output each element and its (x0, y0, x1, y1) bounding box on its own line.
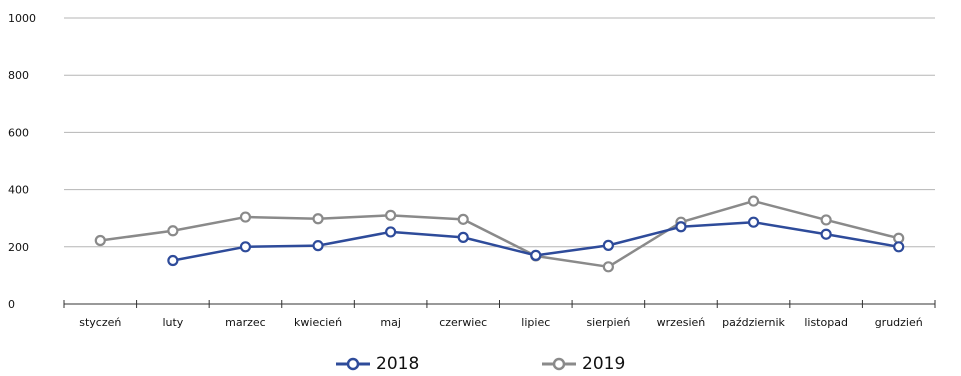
series-line-2019 (100, 199, 900, 269)
x-tick-label: październik (722, 316, 785, 329)
legend-label-2018: 2018 (376, 354, 420, 374)
y-tick-label: 400 (8, 184, 29, 197)
x-axis: styczeń luty marzec kwiecień maj czerwiec lipi… (63, 300, 936, 329)
data-point-2018 (167, 254, 179, 267)
y-tick-label: 0 (8, 298, 15, 311)
y-axis: 0 200 400 600 800 1000 (8, 12, 36, 311)
x-tick-label: marzec (225, 316, 266, 329)
y-tick-label: 800 (8, 69, 29, 82)
data-point-2019 (457, 213, 469, 225)
x-tick-label: kwiecień (294, 316, 342, 329)
x-tick-label: listopad (804, 316, 848, 329)
x-tick-label: maj (380, 316, 401, 329)
legend-item-2018: 2018 (336, 352, 419, 376)
data-point-2018 (675, 221, 687, 233)
data-point-2019 (239, 211, 252, 223)
data-point-2018 (747, 216, 760, 228)
x-tick-label: grudzień (875, 316, 923, 329)
data-point-2019 (747, 195, 760, 207)
data-point-2019 (94, 234, 106, 247)
x-tick-label: luty (162, 316, 183, 329)
gridlines (64, 17, 935, 248)
data-point-2018 (893, 241, 905, 253)
legend-marker-2019 (542, 357, 576, 371)
data-point-2019 (167, 225, 179, 237)
legend: 2018 2019 (0, 352, 961, 376)
x-tick-label: wrzesień (657, 316, 706, 329)
y-tick-label: 1000 (8, 12, 36, 25)
y-tick-label: 600 (8, 126, 29, 139)
x-tick-label: sierpień (586, 316, 630, 329)
data-point-2019 (820, 214, 832, 226)
data-point-2018 (820, 228, 832, 240)
data-point-2019 (602, 261, 614, 273)
data-point-2018 (312, 240, 324, 252)
series-layer (94, 195, 905, 273)
data-point-2018 (385, 226, 397, 238)
series-2019 (94, 195, 905, 273)
data-point-2018 (457, 231, 469, 243)
x-tick-label: czerwiec (439, 316, 487, 329)
legend-item-2019: 2019 (542, 352, 625, 376)
legend-label-2019: 2019 (582, 354, 626, 374)
data-point-2018 (530, 249, 542, 261)
data-point-2019 (312, 213, 324, 225)
series-2018 (167, 216, 905, 267)
data-point-2019 (385, 209, 397, 221)
legend-marker-2018 (336, 357, 370, 371)
x-tick-label: styczeń (79, 316, 121, 329)
x-tick-label: lipiec (521, 316, 550, 329)
data-point-2018 (239, 241, 252, 253)
y-tick-label: 200 (8, 241, 29, 254)
data-point-2018 (602, 239, 614, 251)
